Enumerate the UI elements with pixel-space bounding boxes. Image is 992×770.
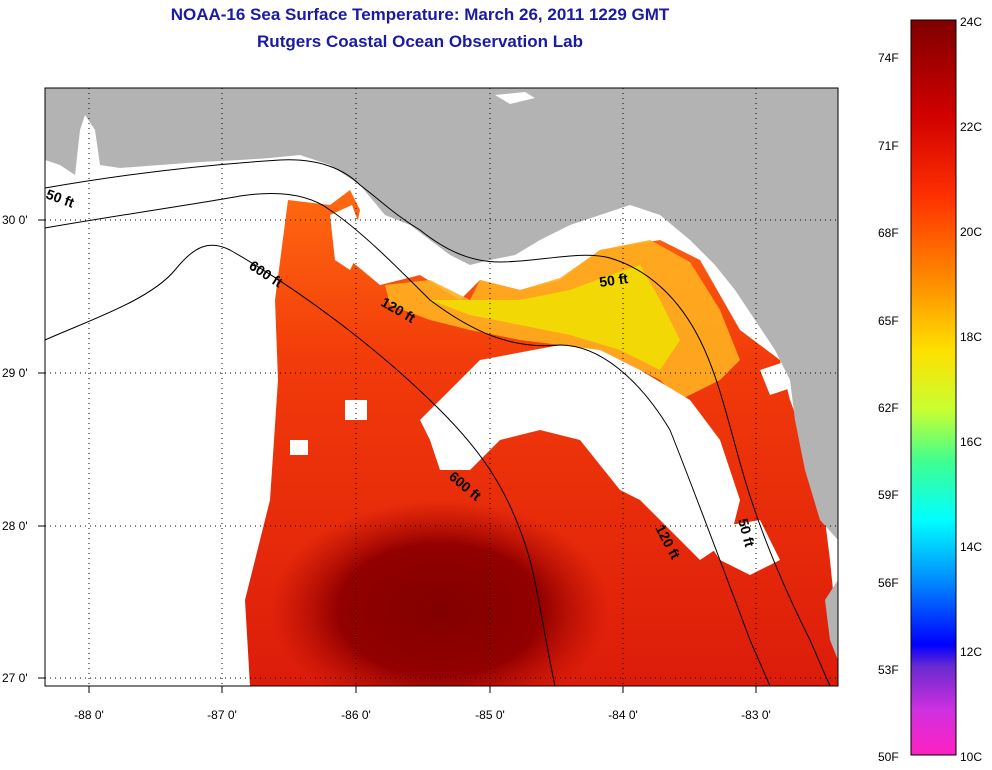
lon-tick-label: -87 0' [207, 708, 237, 722]
colorbar-c-label: 14C [960, 540, 982, 554]
colorbar-fahrenheit: 74F 71F 68F 65F 62F 59F 56F 53F 50F [878, 51, 899, 764]
lake [495, 92, 535, 104]
lat-tick-label: 30 0' [2, 213, 28, 227]
cloud-patch [345, 400, 367, 420]
colorbar-c-label: 16C [960, 435, 982, 449]
lon-tick-label: -85 0' [475, 708, 505, 722]
map-border [44, 87, 839, 687]
colorbar-celsius: 24C 22C 20C 18C 16C 14C 12C 10C [960, 15, 982, 764]
depth-label: 50 ft [735, 517, 758, 549]
colorbar-f-label: 59F [878, 488, 899, 502]
lon-tick-label: -83 0' [741, 708, 771, 722]
lon-tick-label: -84 0' [608, 708, 638, 722]
colorbar-f-label: 50F [878, 750, 899, 764]
colorbar-f-label: 65F [878, 314, 899, 328]
axis-ticks [38, 219, 757, 693]
colorbar-f-label: 71F [878, 139, 899, 153]
colorbar-c-label: 24C [960, 15, 982, 29]
lon-tick-label: -86 0' [341, 708, 371, 722]
lat-tick-label: 29 0' [2, 366, 28, 380]
lon-tick-label: -88 0' [74, 708, 104, 722]
cloud-patch [420, 345, 740, 560]
lat-tick-label: 28 0' [2, 519, 28, 533]
shelf-yellow-band [430, 265, 680, 370]
land [45, 88, 838, 540]
colorbar-f-label: 53F [878, 663, 899, 677]
colorbar-c-label: 18C [960, 330, 982, 344]
map-subtitle: Rutgers Coastal Ocean Observation Lab [257, 32, 583, 51]
cloud-patch [700, 520, 780, 575]
cloud-patch [290, 440, 308, 455]
lat-tick-label: 27 0' [2, 671, 28, 685]
colorbar-f-label: 62F [878, 401, 899, 415]
map-title: NOAA-16 Sea Surface Temperature: March 2… [170, 5, 670, 24]
colorbar-c-label: 20C [960, 225, 982, 239]
colorbar-c-label: 10C [960, 750, 982, 764]
depth-label: 50 ft [598, 270, 629, 290]
colorbar-f-label: 56F [878, 576, 899, 590]
colorbar-c-label: 12C [960, 645, 982, 659]
colorbar-f-label: 68F [878, 226, 899, 240]
land [825, 580, 838, 660]
colorbar [910, 19, 957, 756]
warm-core [270, 500, 610, 686]
colorbar-c-label: 22C [960, 120, 982, 134]
depth-contours [44, 159, 831, 687]
colorbar-f-label: 74F [878, 51, 899, 65]
graticule [45, 88, 838, 686]
